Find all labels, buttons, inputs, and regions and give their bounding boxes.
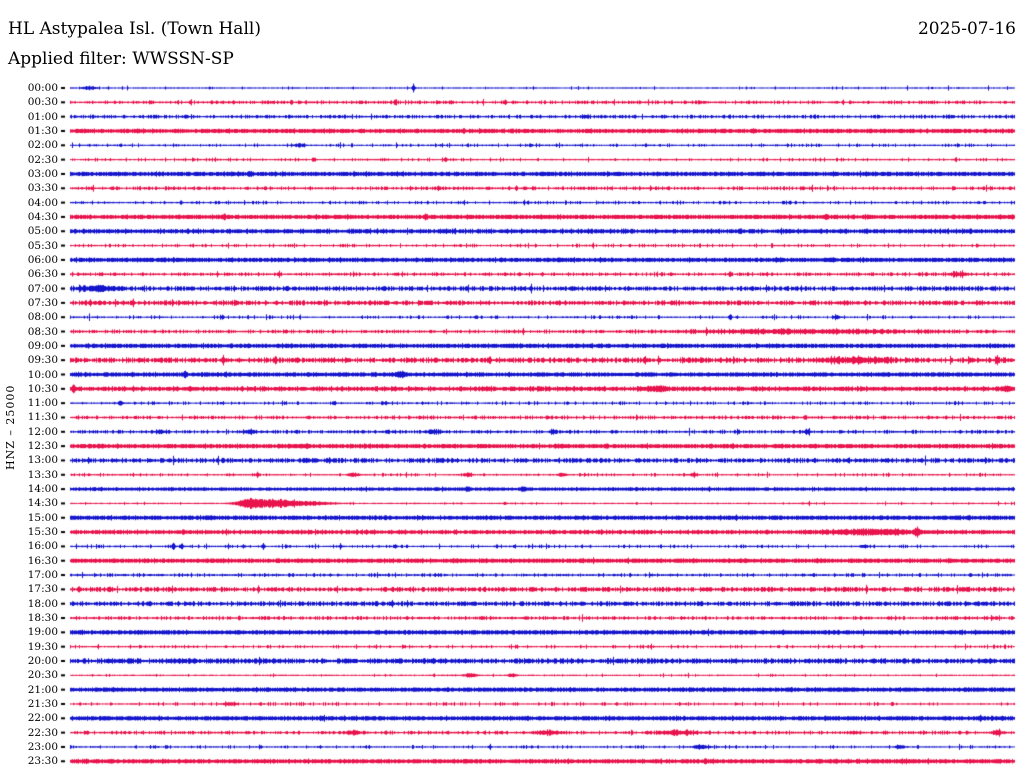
time-label: 20:30 [27, 669, 58, 682]
time-label: 21:30 [27, 697, 58, 710]
time-label: 15:30 [27, 526, 58, 539]
time-label: 10:00 [27, 368, 58, 381]
time-label: 14:30 [27, 497, 58, 510]
time-label: 00:00 [27, 82, 58, 94]
date-label: 2025-07-16 [917, 19, 1016, 39]
time-label: 03:00 [27, 167, 58, 180]
time-label: 02:30 [27, 153, 58, 166]
time-label: 13:00 [27, 454, 58, 467]
time-label: 13:30 [27, 468, 58, 481]
time-label: 00:30 [27, 96, 58, 109]
time-label: 18:30 [27, 612, 58, 625]
time-label: 05:30 [27, 239, 58, 252]
time-label: 01:30 [27, 124, 58, 137]
time-label: 04:00 [27, 196, 58, 209]
time-label: 08:00 [27, 311, 58, 324]
time-label: 11:30 [27, 411, 58, 424]
time-label: 12:30 [27, 440, 58, 453]
time-label: 22:30 [27, 726, 58, 739]
time-label: 16:00 [27, 540, 58, 553]
time-label: 07:30 [27, 296, 58, 309]
time-label: 09:00 [27, 339, 58, 352]
filter-label: Applied filter: WWSSN-SP [8, 49, 234, 69]
time-label: 09:30 [27, 354, 58, 367]
time-label: 15:00 [27, 511, 58, 524]
time-label: 12:00 [27, 425, 58, 438]
time-label: 17:30 [27, 583, 58, 596]
time-label: 19:30 [27, 640, 58, 653]
time-label: 23:30 [27, 755, 58, 768]
time-label: 11:00 [27, 397, 58, 410]
time-label: 10:30 [27, 382, 58, 395]
time-label: 03:30 [27, 182, 58, 195]
time-label: 02:00 [27, 139, 58, 152]
time-label: 14:00 [27, 483, 58, 496]
time-label: 01:00 [27, 110, 58, 123]
time-label: 04:30 [27, 210, 58, 223]
time-label: 06:30 [27, 268, 58, 281]
time-label: 19:00 [27, 626, 58, 639]
time-label: 07:00 [27, 282, 58, 295]
time-label: 05:00 [27, 225, 58, 238]
page-title: HL Astypalea Isl. (Town Hall) [8, 19, 261, 39]
time-label: 17:00 [27, 569, 58, 582]
time-label: 16:30 [27, 554, 58, 567]
time-label: 08:30 [27, 325, 58, 338]
time-label: 20:00 [27, 655, 58, 667]
time-label: 21:00 [27, 683, 58, 696]
time-label: 06:00 [27, 253, 58, 266]
time-label: 22:00 [27, 712, 58, 725]
time-label: 18:00 [27, 597, 58, 610]
time-label: 23:00 [27, 740, 58, 753]
